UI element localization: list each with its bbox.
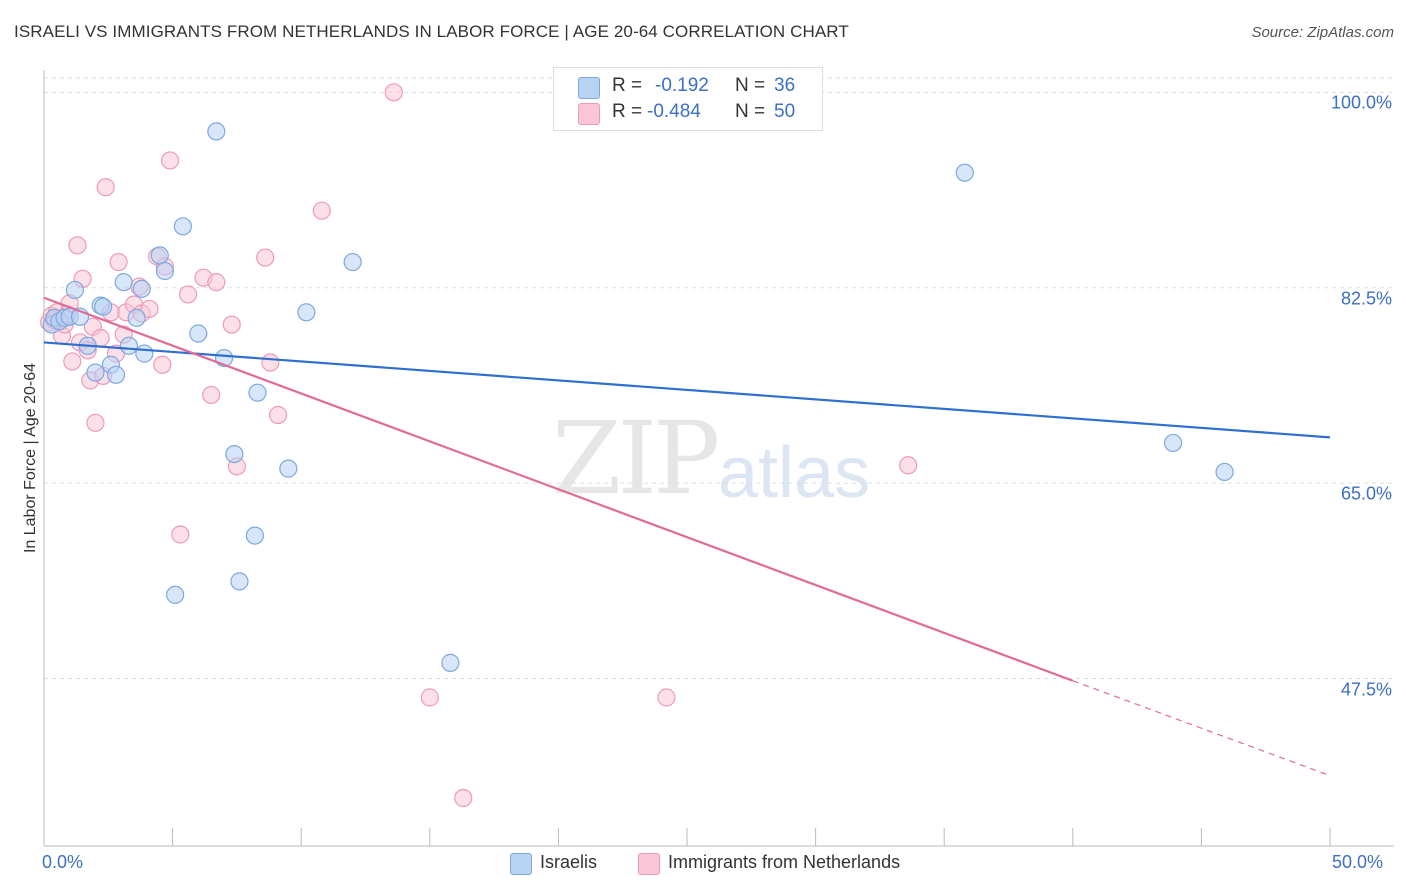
netherlands-point — [202, 385, 221, 405]
netherlands-point — [160, 151, 180, 170]
israelis-point — [127, 308, 146, 327]
netherlands-point — [86, 413, 105, 432]
netherlands-point — [109, 252, 128, 272]
israelis-point — [1164, 433, 1183, 453]
source-label: Source: ZipAtlas.com — [1251, 24, 1394, 41]
israelis-point — [166, 585, 185, 604]
israelis-point — [155, 261, 174, 281]
r-value: -0.192 — [655, 75, 709, 96]
israelis-point — [173, 217, 192, 236]
netherlands-point — [171, 525, 190, 544]
y-tick-label: 82.5% — [1340, 288, 1392, 309]
netherlands-point — [657, 688, 676, 707]
netherlands-point — [178, 285, 198, 304]
netherlands-point — [261, 353, 280, 372]
israelis-point — [297, 303, 316, 322]
legend-label-netherlands: Immigrants from Netherlands — [668, 852, 901, 872]
israelis-point — [245, 526, 265, 545]
netherlands-point — [899, 456, 918, 475]
netherlands-point — [256, 248, 275, 267]
netherlands-point — [207, 273, 226, 292]
israelis-point — [135, 344, 154, 363]
israelis-point — [225, 444, 244, 464]
chart-title: ISRAELI VS IMMIGRANTS FROM NETHERLANDS I… — [14, 22, 849, 41]
netherlands-point — [222, 315, 241, 334]
r-label: R = — [612, 75, 643, 96]
netherlands-point — [140, 299, 159, 319]
israelis-point — [189, 324, 208, 343]
israelis-point — [119, 336, 138, 355]
israelis-swatch — [578, 77, 600, 99]
israelis-point — [441, 653, 460, 672]
netherlands-trend-extension — [1072, 680, 1331, 777]
netherlands-point — [268, 405, 288, 425]
trend-lines — [43, 296, 1331, 777]
israelis-point — [114, 273, 133, 292]
israelis-point — [248, 383, 267, 402]
grid-lines — [44, 77, 1394, 680]
axes — [43, 70, 1394, 847]
israelis-swatch — [510, 853, 532, 875]
netherlands-point — [384, 83, 403, 102]
stats-legend: R = -0.192 N = 36 R = -0.484 N = 50 — [553, 67, 823, 131]
israelis-point — [343, 252, 362, 272]
x-tick-label-max: 50.0% — [1332, 852, 1384, 872]
netherlands-point — [153, 355, 172, 374]
israelis-point — [65, 280, 84, 300]
y-tick-label: 65.0% — [1340, 483, 1392, 504]
netherlands-point — [96, 178, 115, 197]
n-label: N = — [735, 75, 766, 96]
netherlands-swatch — [578, 103, 600, 125]
n-value: 36 — [774, 75, 796, 96]
netherlands-point — [420, 688, 439, 707]
israelis-point — [150, 246, 169, 265]
israelis-point — [86, 363, 105, 382]
r-value: -0.484 — [647, 101, 701, 122]
y-tick-label: 100.0% — [1330, 92, 1392, 113]
israelis-point — [955, 163, 974, 182]
israelis-point — [230, 572, 249, 591]
x-tick-label-min: 0.0% — [42, 852, 84, 872]
israelis-trend-line — [43, 341, 1331, 439]
netherlands-point — [63, 352, 82, 371]
series-legend: Israelis Immigrants from Netherlands — [0, 852, 1406, 878]
netherlands-swatch — [638, 853, 660, 875]
israelis-point — [94, 297, 113, 316]
israelis-point — [207, 122, 226, 141]
israelis-point — [132, 279, 151, 298]
netherlands-trend-line — [43, 296, 1074, 682]
n-value: 50 — [774, 101, 796, 122]
netherlands-point — [68, 236, 87, 255]
watermark-atlas: atlas — [718, 433, 871, 513]
israelis-point — [106, 365, 126, 384]
israelis-point — [279, 459, 298, 478]
legend-label-israelis: Israelis — [540, 852, 598, 872]
israelis-point — [1215, 462, 1234, 482]
n-label: N = — [735, 101, 766, 122]
y-axis-label: In Labor Force | Age 20-64 — [22, 362, 39, 554]
series-israelis-points — [42, 122, 1234, 672]
r-label: R = — [612, 101, 643, 122]
netherlands-point — [312, 201, 331, 220]
y-tick-label: 47.5% — [1340, 679, 1392, 700]
netherlands-point — [454, 788, 473, 808]
series-netherlands-points — [40, 83, 918, 808]
